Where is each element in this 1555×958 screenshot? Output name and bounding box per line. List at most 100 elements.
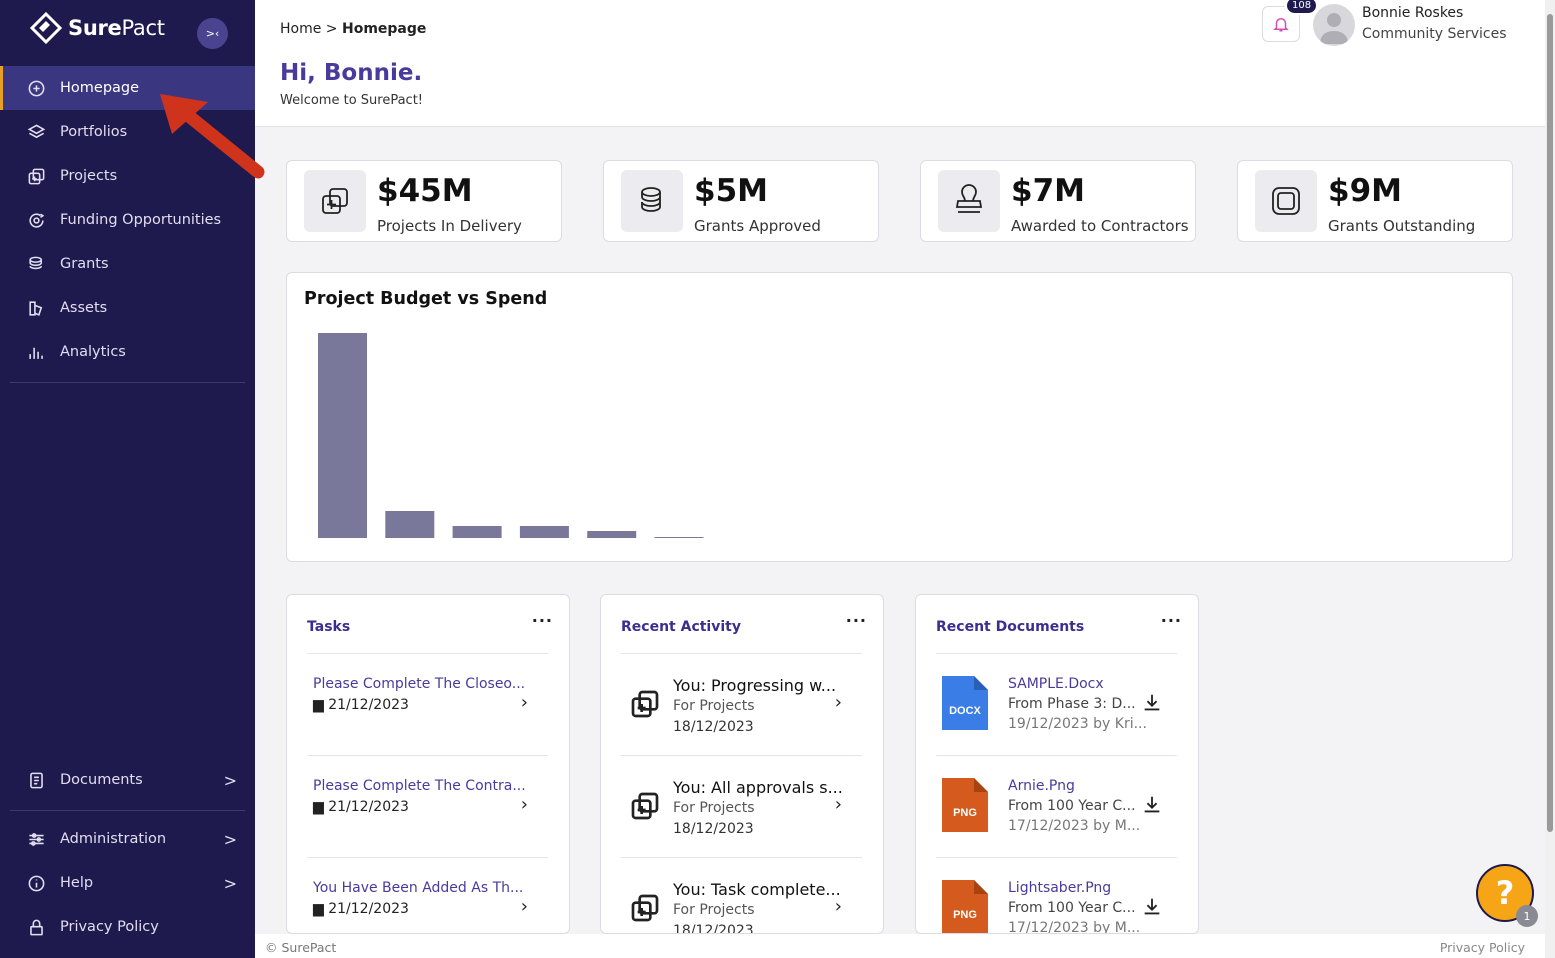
breadcrumb: Home > Homepage xyxy=(280,21,426,37)
scrollbar[interactable] xyxy=(1545,0,1555,958)
stat-label: Projects In Delivery xyxy=(377,217,522,235)
download-icon[interactable] xyxy=(1141,692,1165,716)
activity-date: 18/12/2023 xyxy=(673,719,754,735)
projects-icon xyxy=(304,170,366,232)
footer-privacy-link[interactable]: Privacy Policy xyxy=(1439,940,1525,955)
sidebar-nav: Homepage Portfolios Projects Funding Opp… xyxy=(0,66,255,383)
help-badge: 1 xyxy=(1516,905,1538,927)
sidebar-bottom-nav: Documents > Administration > Help > Priv… xyxy=(0,758,255,949)
png-file-icon: PNG xyxy=(942,880,988,933)
sidebar-item-label: Administration xyxy=(60,831,167,847)
chevron-right-icon[interactable]: › xyxy=(834,896,842,917)
sidebar-item-administration[interactable]: Administration > xyxy=(0,817,255,861)
calendar-icon: ▆ xyxy=(313,901,329,917)
stat-card-grants-approved[interactable]: $5M Grants Approved xyxy=(603,160,879,242)
info-icon xyxy=(26,873,46,893)
stat-card-awarded-to-contractors[interactable]: $7M Awarded to Contractors xyxy=(920,160,1196,242)
stat-value: $9M xyxy=(1328,173,1402,209)
square-icon xyxy=(1255,170,1317,232)
task-date: ▆ 21/12/2023 xyxy=(313,901,409,917)
activity-row[interactable]: You: Task complete... For Projects 18/12… xyxy=(621,857,862,933)
sidebar-item-label: Analytics xyxy=(60,344,126,360)
breadcrumb-home[interactable]: Home xyxy=(280,21,322,37)
document-source: From 100 Year C... xyxy=(1008,900,1136,916)
chart-bar-1[interactable] xyxy=(318,333,367,538)
sidebar-item-funding-opportunities[interactable]: Funding Opportunities xyxy=(0,198,255,242)
activity-date: 18/12/2023 xyxy=(673,821,754,837)
breadcrumb-separator: > xyxy=(325,21,338,37)
activity-title: You: All approvals s... xyxy=(673,778,843,797)
sidebar-item-label: Projects xyxy=(60,168,118,184)
logo-text: SurePact xyxy=(68,16,165,40)
task-date-value: 21/12/2023 xyxy=(328,697,409,713)
task-date-value: 21/12/2023 xyxy=(328,901,409,917)
chevron-right-icon[interactable]: › xyxy=(520,794,528,815)
png-file-icon: PNG xyxy=(942,778,988,832)
more-options-icon[interactable]: ··· xyxy=(845,611,867,630)
task-title[interactable]: Please Complete The Contra... xyxy=(313,778,526,794)
chevron-right-icon[interactable]: › xyxy=(834,794,842,815)
download-icon[interactable] xyxy=(1141,794,1165,818)
activity-row[interactable]: You: Progressing w... For Projects 18/12… xyxy=(621,653,862,755)
chart-bar-6[interactable] xyxy=(654,537,704,538)
sidebar-item-portfolios[interactable]: Portfolios xyxy=(0,110,255,154)
task-date-value: 21/12/2023 xyxy=(328,799,409,815)
document-name[interactable]: Arnie.Png xyxy=(1008,778,1075,794)
sidebar-item-homepage[interactable]: Homepage xyxy=(0,66,255,110)
chart-bar-5[interactable] xyxy=(587,531,637,538)
chevron-right-icon[interactable]: › xyxy=(834,692,842,713)
task-row[interactable]: Please Complete The Contra... ▆ 21/12/20… xyxy=(307,755,548,857)
more-options-icon[interactable]: ··· xyxy=(531,611,553,630)
sidebar-divider xyxy=(10,382,245,383)
chart-bar-4[interactable] xyxy=(519,526,569,538)
sidebar-item-analytics[interactable]: Analytics xyxy=(0,330,255,374)
sidebar-item-grants[interactable]: Grants xyxy=(0,242,255,286)
task-title[interactable]: You Have Been Added As Th... xyxy=(313,880,524,896)
chevron-right-icon: > xyxy=(223,873,237,893)
sidebar-item-documents[interactable]: Documents > xyxy=(0,758,255,802)
document-name[interactable]: Lightsaber.Png xyxy=(1008,880,1112,896)
user-name[interactable]: Bonnie Roskes xyxy=(1362,5,1464,21)
sidebar-item-help[interactable]: Help > xyxy=(0,861,255,905)
sidebar-item-privacy-policy[interactable]: Privacy Policy xyxy=(0,905,255,949)
document-meta: 17/12/2023 by M... xyxy=(1008,920,1141,934)
task-title[interactable]: Please Complete The Closeo... xyxy=(313,676,526,692)
stat-card-grants-outstanding[interactable]: $9M Grants Outstanding xyxy=(1237,160,1513,242)
project-icon xyxy=(629,892,663,926)
scrollbar-thumb[interactable] xyxy=(1547,14,1553,832)
stat-card-projects-in-delivery[interactable]: $45M Projects In Delivery xyxy=(286,160,562,242)
breadcrumb-current: Homepage xyxy=(341,21,427,37)
stat-label: Grants Outstanding xyxy=(1328,217,1476,235)
chart-bar-2[interactable] xyxy=(385,511,435,538)
sidebar-item-projects[interactable]: Projects xyxy=(0,154,255,198)
document-row[interactable]: DOCX SAMPLE.Docx From Phase 3: D... 19/1… xyxy=(936,653,1177,755)
welcome-text: Welcome to SurePact! xyxy=(280,93,424,108)
chevron-right-icon: > xyxy=(223,770,237,790)
copyright-text: © SurePact xyxy=(265,940,337,955)
stat-value: $45M xyxy=(377,173,473,209)
sidebar-item-assets[interactable]: Assets xyxy=(0,286,255,330)
logo[interactable]: SurePact xyxy=(30,12,165,44)
collapse-sidebar-button[interactable]: >‹ xyxy=(197,18,228,49)
avatar[interactable] xyxy=(1313,4,1355,46)
task-row[interactable]: Please Complete The Closeo... ▆ 21/12/20… xyxy=(307,653,548,755)
project-icon xyxy=(629,790,663,824)
chevron-right-icon[interactable]: › xyxy=(520,692,528,713)
task-date: ▆ 21/12/2023 xyxy=(313,799,409,815)
document-row[interactable]: PNG Lightsaber.Png From 100 Year C... 17… xyxy=(936,857,1177,934)
task-row[interactable]: You Have Been Added As Th... ▆ 21/12/202… xyxy=(307,857,548,933)
download-icon[interactable] xyxy=(1141,896,1165,920)
document-row[interactable]: PNG Arnie.Png From 100 Year C... 17/12/2… xyxy=(936,755,1177,857)
document-name[interactable]: SAMPLE.Docx xyxy=(1008,676,1104,692)
budget-chart-card: Project Budget vs Spend xyxy=(286,272,1513,562)
chart-bar-3[interactable] xyxy=(452,526,502,538)
calendar-icon: ▆ xyxy=(313,799,329,815)
project-icon xyxy=(629,688,663,722)
activity-row[interactable]: You: All approvals s... For Projects 18/… xyxy=(621,755,862,857)
sliders-icon xyxy=(26,829,46,849)
bar-chart-icon xyxy=(26,342,46,362)
chevron-right-icon[interactable]: › xyxy=(520,896,528,917)
doc-type-label: PNG xyxy=(953,807,977,819)
more-options-icon[interactable]: ··· xyxy=(1160,611,1182,630)
notification-count-badge: 108 xyxy=(1285,0,1319,15)
